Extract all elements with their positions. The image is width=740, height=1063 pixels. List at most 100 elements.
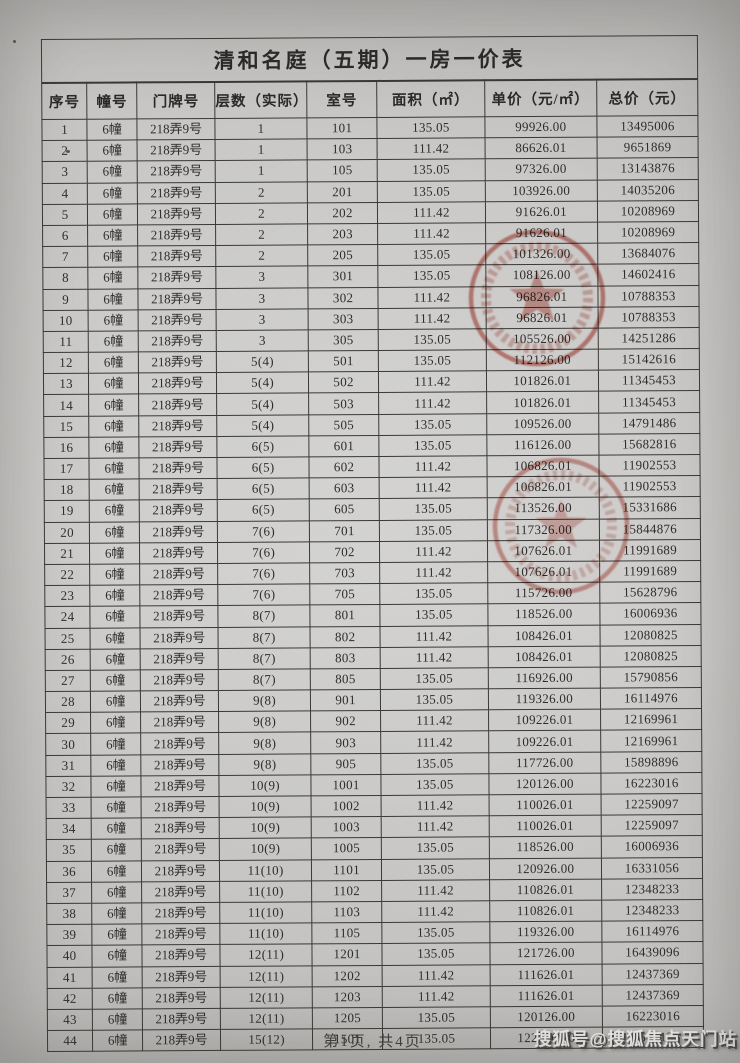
cell-area: 135.05 — [382, 943, 490, 965]
cell-floor: 3 — [216, 287, 309, 310]
cell-no: 19 — [44, 500, 90, 523]
cell-building: 6幢 — [90, 733, 141, 755]
cell-total-price: 16006936 — [599, 602, 701, 625]
cell-floor: 8(7) — [218, 605, 310, 627]
cell-no: 14 — [43, 394, 89, 417]
cell-building: 6幢 — [92, 987, 143, 1010]
cell-building: 6幢 — [91, 818, 142, 840]
cell-no: 17 — [43, 458, 90, 480]
cell-total-price: 15844876 — [599, 518, 701, 540]
cell-total-price: 11345453 — [598, 390, 700, 413]
cell-no: 40 — [46, 945, 93, 967]
cell-room: 603 — [309, 477, 380, 500]
cell-door-number: 218弄9号 — [141, 881, 220, 903]
cell-room: 1002 — [311, 795, 382, 818]
cell-unit-price: 101826.01 — [486, 391, 599, 414]
cell-building: 6幢 — [91, 796, 142, 819]
cell-room: 701 — [309, 520, 380, 542]
cell-total-price: 16114976 — [600, 687, 702, 710]
cell-room: 305 — [308, 329, 379, 351]
cell-door-number: 218弄9号 — [140, 690, 219, 713]
cell-door-number: 218弄9号 — [138, 351, 217, 374]
cell-area: 111.42 — [379, 561, 488, 584]
cell-area: 111.42 — [380, 731, 489, 754]
cell-unit-price: 116926.00 — [488, 666, 601, 689]
cell-floor: 12(11) — [220, 944, 313, 966]
cell-unit-price: 119326.00 — [489, 921, 602, 944]
cell-area: 111.42 — [382, 964, 490, 987]
cell-door-number: 218弄9号 — [139, 478, 218, 501]
cell-building: 6幢 — [89, 436, 140, 459]
cell-total-price: 12348233 — [601, 878, 703, 901]
cell-building: 6幢 — [90, 712, 141, 734]
cell-unit-price: 117326.00 — [487, 518, 600, 541]
cell-building: 6幢 — [89, 585, 140, 607]
cell-unit-price: 99926.00 — [484, 116, 597, 138]
cell-unit-price: 120126.00 — [490, 1005, 603, 1028]
col-header-floor: 层数（实际） — [214, 81, 307, 119]
cell-total-price: 15898896 — [600, 751, 702, 773]
cell-unit-price: 106826.01 — [486, 455, 600, 477]
cell-building: 6幢 — [92, 1008, 143, 1031]
cell-no: 25 — [45, 627, 91, 650]
cell-floor: 1 — [215, 139, 308, 161]
cell-unit-price: 110826.01 — [489, 900, 602, 922]
cell-room: 201 — [307, 181, 378, 203]
cell-room: 1003 — [311, 816, 382, 839]
cell-total-price: 14251286 — [598, 327, 700, 350]
cell-no: 13 — [43, 373, 89, 395]
cell-total-price: 16223016 — [602, 1005, 704, 1028]
cell-total-price: 15331686 — [599, 496, 701, 519]
cell-building: 6幢 — [88, 309, 139, 332]
cell-unit-price: 118526.00 — [489, 836, 602, 859]
cell-total-price: 12437369 — [601, 962, 704, 985]
cell-unit-price: 120926.00 — [489, 857, 602, 880]
cell-unit-price: 107626.01 — [487, 561, 600, 583]
cell-building: 6幢 — [88, 330, 139, 353]
cell-door-number: 218弄9号 — [139, 605, 219, 628]
cell-no: 3 — [42, 161, 88, 184]
cell-area: 135.05 — [377, 243, 486, 266]
cell-total-price: 16114976 — [601, 920, 703, 943]
cell-unit-price: 96826.01 — [485, 306, 599, 329]
cell-no: 29 — [45, 712, 91, 734]
cell-total-price: 14035206 — [597, 179, 699, 201]
cell-building: 6幢 — [87, 118, 138, 141]
cell-building: 6幢 — [87, 140, 138, 162]
cell-area: 135.05 — [377, 180, 486, 203]
cell-building: 6幢 — [91, 881, 142, 904]
cell-total-price: 16006936 — [601, 835, 703, 858]
cell-area: 135.05 — [380, 667, 489, 690]
cell-building: 6幢 — [92, 924, 143, 946]
cell-floor: 7(6) — [217, 584, 310, 606]
cell-total-price: 15142616 — [598, 348, 700, 371]
cell-room: 1101 — [311, 859, 382, 881]
cell-floor: 5(4) — [216, 350, 309, 373]
cell-no: 15 — [43, 415, 90, 438]
cell-door-number: 218弄9号 — [141, 775, 220, 797]
cell-no: 24 — [44, 606, 91, 629]
cell-no: 7 — [42, 246, 89, 268]
cell-room: 502 — [308, 371, 379, 394]
cell-no: 28 — [45, 691, 91, 713]
cell-floor: 11(10) — [219, 880, 312, 903]
cell-no: 11 — [43, 331, 89, 353]
price-table-sheet: 清和名庭（五期）一房一价表 序号 幢号 门牌号 层数（实际） 室号 面积（㎡） … — [41, 35, 704, 1052]
cell-area: 111.42 — [379, 455, 487, 478]
cell-door-number: 218弄9号 — [139, 542, 218, 564]
cell-floor: 10(9) — [219, 838, 312, 861]
cell-no: 16 — [43, 437, 90, 459]
cell-total-price: 11991689 — [599, 539, 701, 562]
cell-room: 101 — [306, 117, 378, 140]
cell-room: 505 — [308, 414, 380, 436]
cell-door-number: 218弄9号 — [137, 245, 216, 268]
cell-room: 1105 — [311, 922, 383, 945]
cell-room: 703 — [309, 562, 380, 585]
cell-building: 6幢 — [91, 860, 142, 882]
cell-door-number: 218弄9号 — [138, 436, 218, 458]
cell-floor: 8(7) — [218, 668, 311, 691]
cell-no: 39 — [46, 924, 93, 946]
cell-total-price: 12080825 — [600, 645, 702, 667]
cell-floor: 2 — [215, 181, 308, 204]
cell-floor: 5(4) — [216, 393, 309, 416]
